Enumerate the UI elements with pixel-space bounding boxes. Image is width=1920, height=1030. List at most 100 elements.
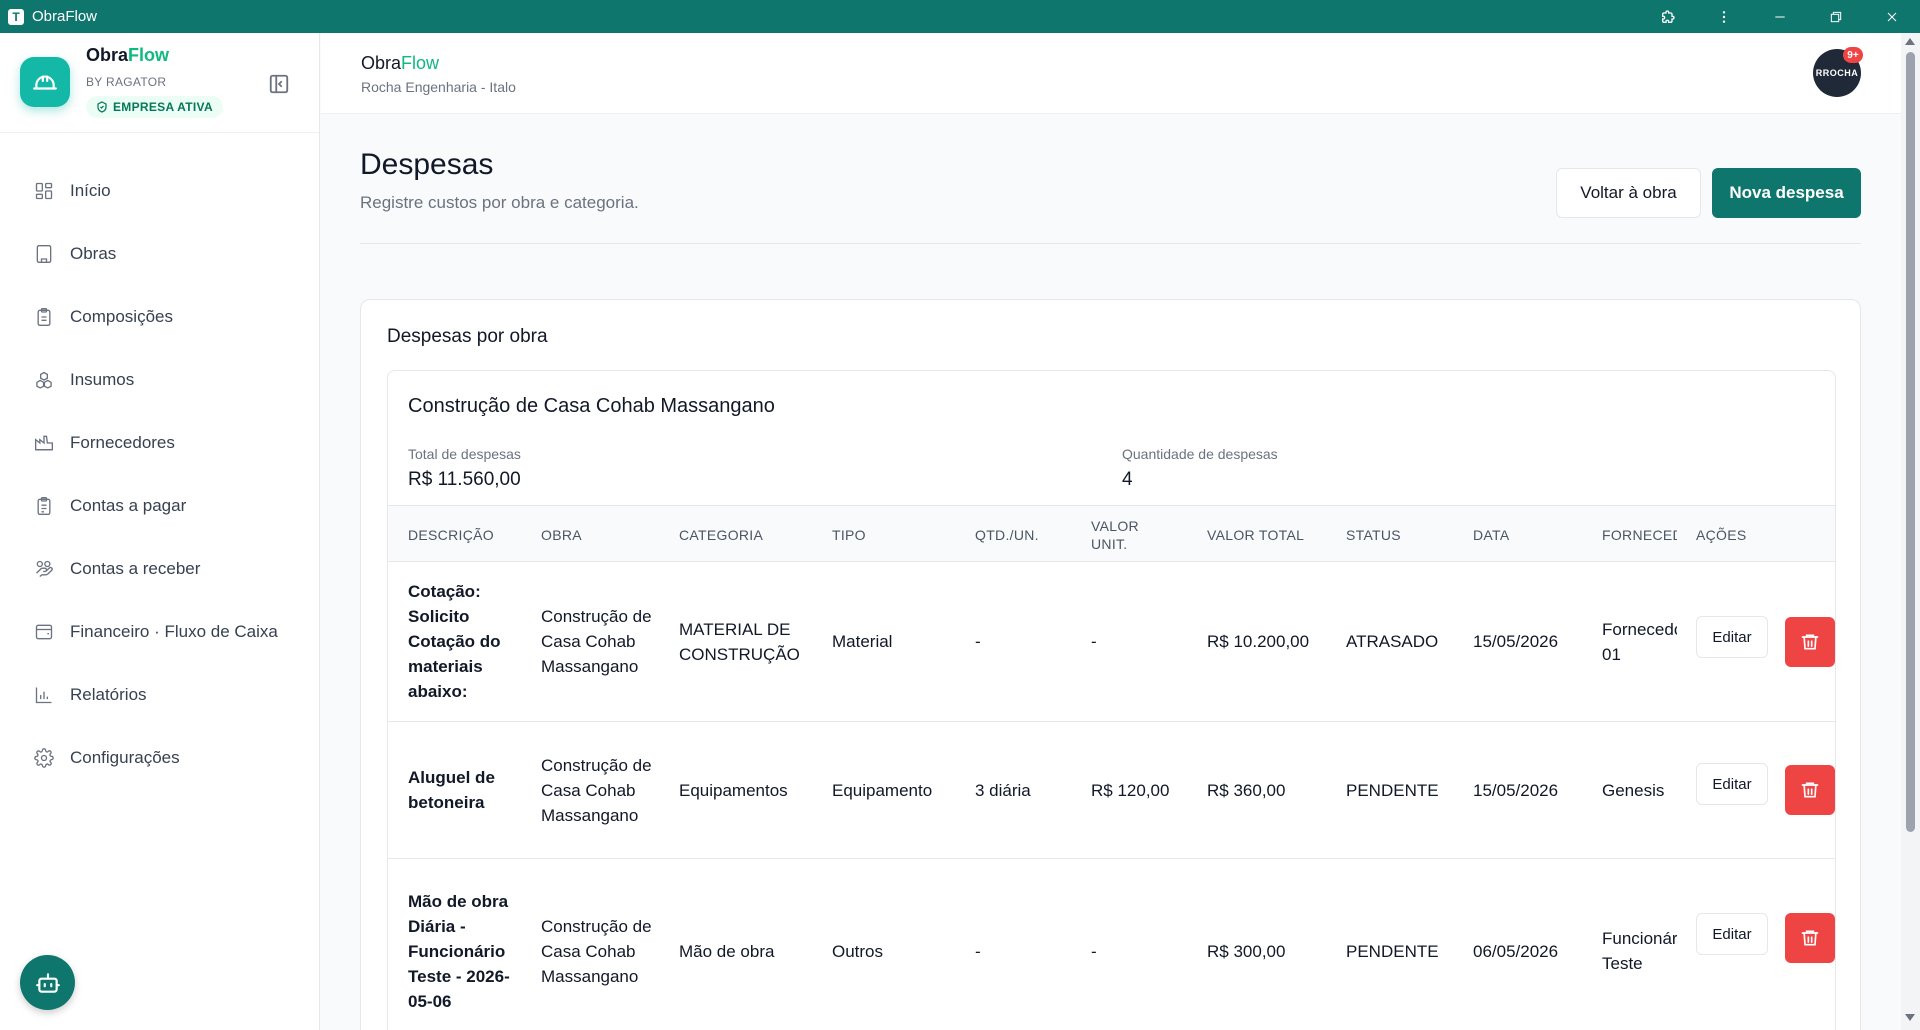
sidebar-collapse-icon[interactable] <box>268 73 290 95</box>
sidebar-item-label: Composições <box>70 306 173 326</box>
th-categoria: CATEGORIA <box>679 526 764 543</box>
cell-obra: Construção de Casa Cohab Massangano <box>541 916 652 986</box>
avatar-logo: RROCHA <box>1815 68 1859 78</box>
cell-descricao: Aluguel de betoneira <box>408 768 495 812</box>
cell-categoria: Equipamentos <box>679 780 788 800</box>
scroll-up-arrow-icon[interactable] <box>1905 38 1915 45</box>
table-row: Mão de obra Diária - Funcionário Teste -… <box>388 859 1835 1030</box>
cell-valor-total: R$ 300,00 <box>1207 941 1286 961</box>
scroll-down-arrow-icon[interactable] <box>1905 1014 1915 1021</box>
sidebar-item-label: Insumos <box>70 369 135 389</box>
sidebar-item-obras[interactable]: Obras <box>0 222 320 285</box>
th-fornecedor: FORNECED <box>1602 526 1677 543</box>
cell-valor-total: R$ 360,00 <box>1207 780 1286 800</box>
cell-qtd: - <box>975 941 981 961</box>
cell-valor-unit: R$ 120,00 <box>1091 780 1170 800</box>
scrollbar-thumb[interactable] <box>1906 52 1915 832</box>
more-options-icon[interactable] <box>1696 0 1752 33</box>
header-company: Rocha Engenharia - Italo <box>361 79 516 95</box>
sidebar-item-label: Contas a receber <box>70 558 201 578</box>
th-valor-unit: VALOR UNIT. <box>1091 517 1139 552</box>
sidebar-item-label: Relatórios <box>70 684 147 704</box>
cell-categoria: MATERIAL DE CONSTRUÇÃO <box>679 619 800 664</box>
sidebar-item-contas-a-receber[interactable]: Contas a receber <box>0 537 320 600</box>
brand-name: ObraFlow <box>86 45 170 65</box>
obra-name: Construção de Casa Cohab Massangano <box>408 395 775 417</box>
cell-data: 15/05/2026 <box>1473 632 1559 651</box>
top-header: ObraFlow Rocha Engenharia - Italo RROCHA… <box>321 33 1901 114</box>
cell-status: PENDENTE <box>1346 941 1439 961</box>
helmet-icon <box>20 57 70 107</box>
th-qtd: QTD./UN. <box>975 526 1039 543</box>
sidebar-item-contas-a-pagar[interactable]: Contas a pagar <box>0 474 320 537</box>
sidebar-item-label: Obras <box>70 243 117 263</box>
brand-block: ObraFlow BY RAGATOR EMPRESA ATIVA <box>0 33 319 133</box>
section-title: Despesas por obra <box>387 326 548 347</box>
cell-fornecedor: Funcionário Teste <box>1602 929 1677 973</box>
cell-valor-total: R$ 10.200,00 <box>1207 632 1310 651</box>
cell-tipo: Material <box>832 632 893 651</box>
cell-categoria: Mão de obra <box>679 941 775 961</box>
sidebar-item-label: Contas a pagar <box>70 495 187 515</box>
delete-button[interactable] <box>1785 765 1835 815</box>
sidebar: ObraFlow BY RAGATOR EMPRESA ATIVA Início… <box>0 33 320 1030</box>
sidebar-item-label: Início <box>70 180 111 200</box>
clipboard-icon <box>37 307 51 326</box>
hand-coins-icon <box>36 560 53 577</box>
th-tipo: TIPO <box>832 526 866 543</box>
th-data: DATA <box>1473 526 1510 543</box>
bot-icon <box>35 972 60 993</box>
sidebar-item-relatorios[interactable]: Relatórios <box>0 663 320 726</box>
app-logo-icon: T <box>8 8 24 25</box>
divider <box>360 243 1861 244</box>
shield-check-icon <box>97 101 107 113</box>
brand-byline: BY RAGATOR <box>86 75 167 89</box>
sidebar-item-fornecedores[interactable]: Fornecedores <box>0 411 320 474</box>
sidebar-item-composicoes[interactable]: Composições <box>0 285 320 348</box>
bar-chart-icon <box>35 687 52 703</box>
total-label: Total de despesas <box>408 446 521 462</box>
obra-expenses-block: Construção de Casa Cohab Massangano Tota… <box>387 370 1836 1030</box>
boxes-icon <box>36 371 52 389</box>
assistant-bot-button[interactable] <box>20 955 75 1010</box>
restore-icon[interactable] <box>1808 0 1864 33</box>
th-valor-total: VALOR TOTAL <box>1207 526 1305 543</box>
cell-status: ATRASADO <box>1346 632 1439 651</box>
sidebar-item-financeiro[interactable]: Financeiro · Fluxo de Caixa <box>0 600 320 663</box>
delete-button[interactable] <box>1785 913 1835 963</box>
cell-fornecedor: Fornecedor 01 <box>1602 619 1677 664</box>
delete-button[interactable] <box>1785 617 1835 667</box>
minimize-icon[interactable] <box>1752 0 1808 33</box>
cell-qtd: - <box>975 632 981 651</box>
cell-qtd: 3 diária <box>975 780 1031 800</box>
count-label: Quantidade de despesas <box>1122 446 1278 462</box>
cell-data: 06/05/2026 <box>1473 941 1559 961</box>
header-app-name: ObraFlow <box>361 53 440 73</box>
avatar[interactable]: RROCHA 9+ <box>1813 47 1863 97</box>
th-descricao: DESCRIÇÃO <box>408 526 494 543</box>
edit-button[interactable]: Editar <box>1696 616 1768 658</box>
edit-button[interactable]: Editar <box>1696 763 1768 805</box>
trash-icon <box>1801 782 1819 798</box>
count-value: 4 <box>1122 469 1133 490</box>
new-expense-button[interactable]: Nova despesa <box>1712 168 1861 218</box>
cell-status: PENDENTE <box>1346 780 1439 800</box>
cell-valor-unit: - <box>1091 632 1097 651</box>
sidebar-item-inicio[interactable]: Início <box>0 159 320 222</box>
edit-button[interactable]: Editar <box>1696 913 1768 955</box>
back-to-obra-button[interactable]: Voltar à obra <box>1556 168 1701 218</box>
sidebar-item-configuracoes[interactable]: Configurações <box>0 726 320 789</box>
sidebar-item-insumos[interactable]: Insumos <box>0 348 320 411</box>
th-obra: OBRA <box>541 526 582 543</box>
clipboard-list-icon <box>37 496 51 515</box>
close-icon[interactable] <box>1864 0 1920 33</box>
table-row: Cotação: Solicito Cotação do materiais a… <box>388 562 1835 722</box>
sidebar-item-label: Fornecedores <box>70 432 175 452</box>
expenses-card: Despesas por obra Construção de Casa Coh… <box>360 299 1861 1030</box>
grid-icon <box>35 182 53 199</box>
building-icon <box>36 244 52 263</box>
window-title: ObraFlow <box>32 8 98 25</box>
th-status: STATUS <box>1346 526 1401 543</box>
extensions-icon[interactable] <box>1640 0 1696 33</box>
table-header: DESCRIÇÃO OBRA CATEGORIA TIPO QTD./UN. V… <box>388 505 1835 562</box>
